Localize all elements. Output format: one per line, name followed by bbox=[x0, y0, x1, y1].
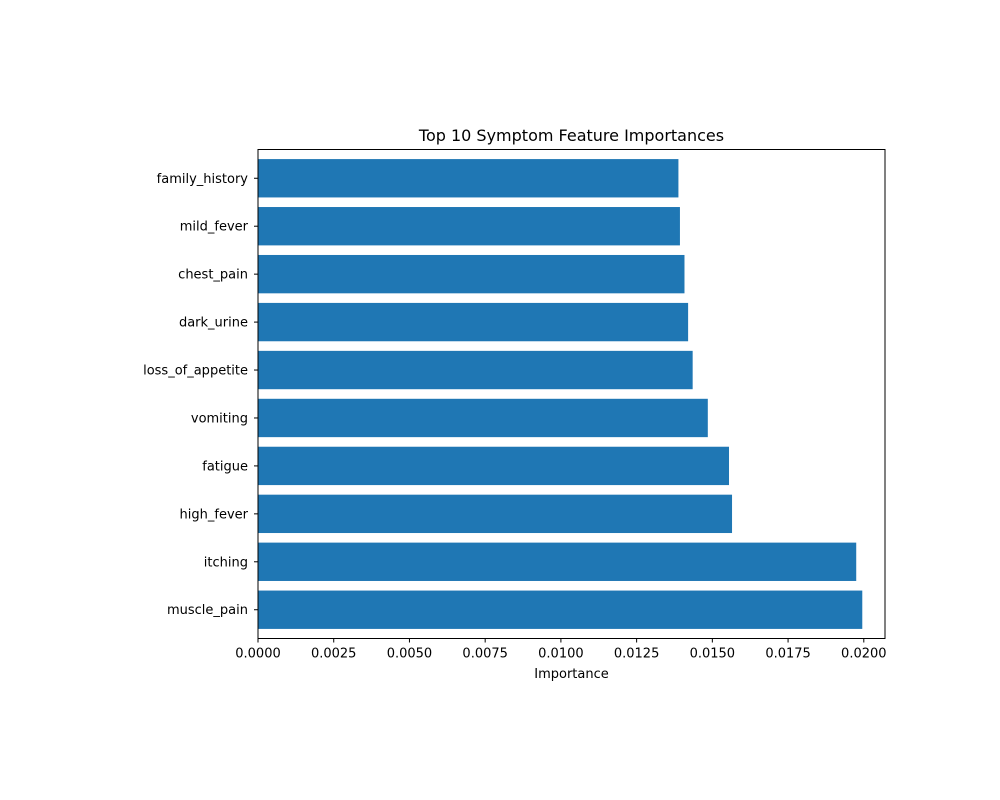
y-tick-label: vomiting bbox=[191, 411, 248, 426]
y-tick-label: family_history bbox=[157, 172, 249, 187]
x-tick-label: 0.0175 bbox=[765, 647, 811, 662]
bar-dark-urine bbox=[258, 302, 689, 342]
bar-high-fever bbox=[258, 494, 733, 534]
y-axis: muscle_pain itching high_fever fatigue vomit… bbox=[143, 172, 258, 618]
y-tick-label: loss_of_appetite bbox=[143, 364, 248, 379]
bar-mild-fever bbox=[258, 207, 680, 246]
y-tick-label: chest_pain bbox=[178, 268, 248, 283]
bar-vomiting bbox=[258, 398, 708, 438]
bar-loss-of-appetite bbox=[258, 350, 693, 390]
x-tick-label: 0.0200 bbox=[841, 647, 887, 662]
x-tick-label: 0.0000 bbox=[235, 647, 281, 662]
y-tick-label: high_fever bbox=[180, 507, 249, 522]
x-tick-label: 0.0025 bbox=[311, 647, 357, 662]
bar-muscle-pain bbox=[258, 590, 863, 629]
x-axis: 0.0000 0.0025 0.0050 0.0075 0.0100 0.0125 0.01… bbox=[235, 638, 887, 662]
x-tick-label: 0.0125 bbox=[614, 647, 660, 662]
bar-family-history bbox=[258, 159, 679, 198]
y-tick-label: fatigue bbox=[202, 459, 248, 474]
bar-chest-pain bbox=[258, 254, 685, 294]
x-axis-label: Importance bbox=[534, 667, 609, 682]
bar-itching bbox=[258, 542, 857, 581]
x-tick-label: 0.0150 bbox=[690, 647, 736, 662]
x-tick-label: 0.0100 bbox=[538, 647, 584, 662]
y-tick-label: dark_urine bbox=[179, 316, 248, 331]
y-tick-label: mild_fever bbox=[180, 220, 249, 235]
y-tick-label: itching bbox=[204, 555, 248, 570]
x-tick-label: 0.0075 bbox=[462, 647, 508, 662]
bars-group bbox=[258, 159, 863, 629]
plot-frame bbox=[257, 149, 886, 639]
bar-fatigue bbox=[258, 446, 730, 486]
chart-title: Top 10 Symptom Feature Importances bbox=[418, 126, 724, 145]
y-tick-label: muscle_pain bbox=[167, 603, 248, 618]
x-tick-label: 0.0050 bbox=[387, 647, 433, 662]
